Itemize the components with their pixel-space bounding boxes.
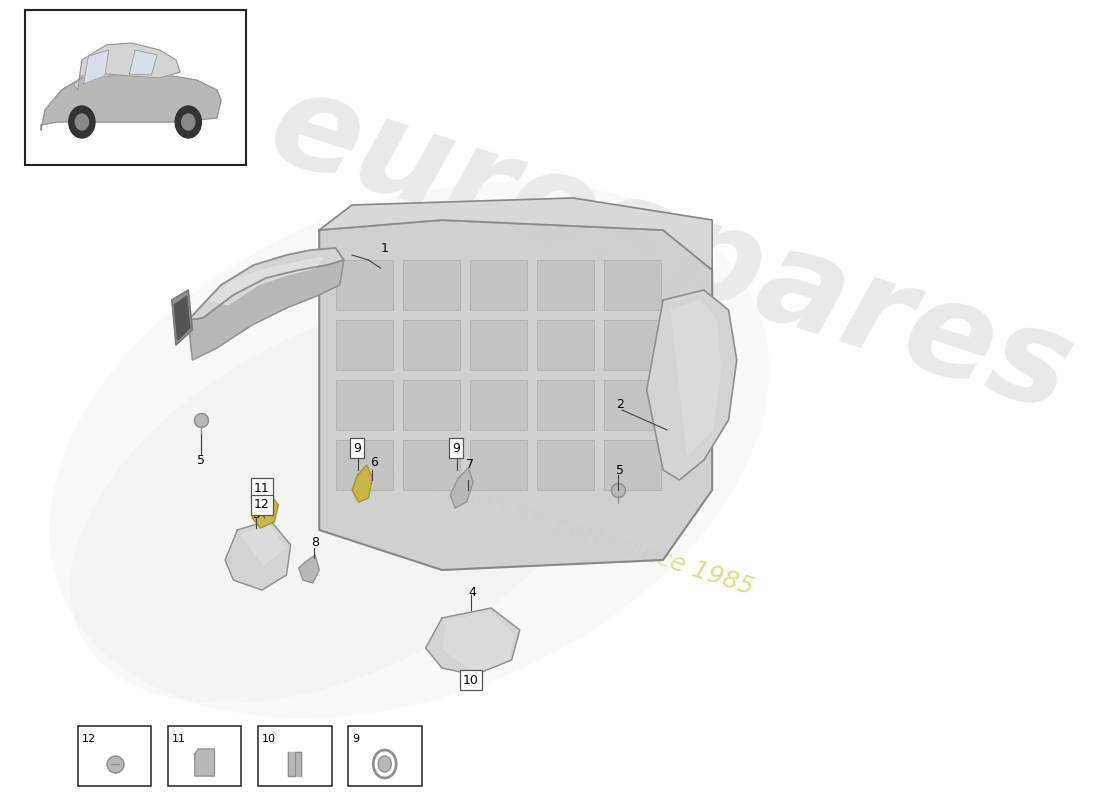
Bar [336,260,393,310]
Text: 1: 1 [381,242,388,254]
Bar [604,260,661,310]
Polygon shape [450,468,473,508]
Polygon shape [299,555,319,583]
Bar [537,260,594,310]
Bar [470,260,527,310]
Polygon shape [352,465,373,502]
Text: 9: 9 [353,442,361,454]
Polygon shape [130,50,157,75]
Bar [537,320,594,370]
Polygon shape [671,300,720,455]
Bar [403,380,460,430]
Bar [537,440,594,490]
Text: 6: 6 [371,457,378,470]
Ellipse shape [70,297,617,703]
Bar [403,440,460,490]
Text: 9: 9 [352,734,359,744]
Bar [168,726,242,786]
Bar [470,320,527,370]
Circle shape [175,106,201,138]
Bar [604,440,661,490]
Polygon shape [84,50,109,84]
Polygon shape [319,220,712,570]
Bar [348,726,421,786]
Bar [24,10,245,165]
Circle shape [69,106,95,138]
Text: 10: 10 [262,734,276,744]
Bar [470,380,527,430]
Bar [604,320,661,370]
Polygon shape [426,608,520,675]
Circle shape [182,114,195,130]
Text: 10: 10 [463,674,478,686]
Polygon shape [188,260,344,360]
Text: 7: 7 [466,458,474,471]
Text: 5: 5 [197,454,206,466]
Polygon shape [175,296,190,340]
Text: 12: 12 [81,734,96,744]
Text: a passion for parts since 1985: a passion for parts since 1985 [389,460,757,600]
Polygon shape [226,520,290,590]
Text: 2: 2 [616,398,624,411]
Ellipse shape [50,182,769,718]
Text: 9: 9 [452,442,460,454]
Bar [78,726,152,786]
Bar [336,440,393,490]
Bar [336,380,393,430]
Circle shape [75,114,88,130]
Polygon shape [209,257,323,305]
Polygon shape [195,749,214,776]
Polygon shape [188,248,344,320]
Bar [537,380,594,430]
Bar [604,380,661,430]
Text: eurospares: eurospares [255,61,1088,439]
Text: 4: 4 [469,586,476,598]
Text: 11: 11 [254,482,270,494]
Bar [336,320,393,370]
Polygon shape [288,752,301,776]
Text: 8: 8 [311,535,319,549]
Polygon shape [74,43,180,90]
Polygon shape [242,525,285,565]
Polygon shape [172,290,192,345]
Polygon shape [647,290,737,480]
Text: 12: 12 [254,498,270,511]
Text: 11: 11 [172,734,186,744]
Polygon shape [252,492,278,528]
Text: 3: 3 [252,509,261,522]
Bar [403,260,460,310]
Circle shape [378,756,392,772]
Polygon shape [443,612,514,670]
Polygon shape [41,74,221,130]
Text: 5: 5 [616,463,624,477]
Bar [257,726,331,786]
Bar [470,440,527,490]
Bar [403,320,460,370]
Polygon shape [319,198,712,270]
